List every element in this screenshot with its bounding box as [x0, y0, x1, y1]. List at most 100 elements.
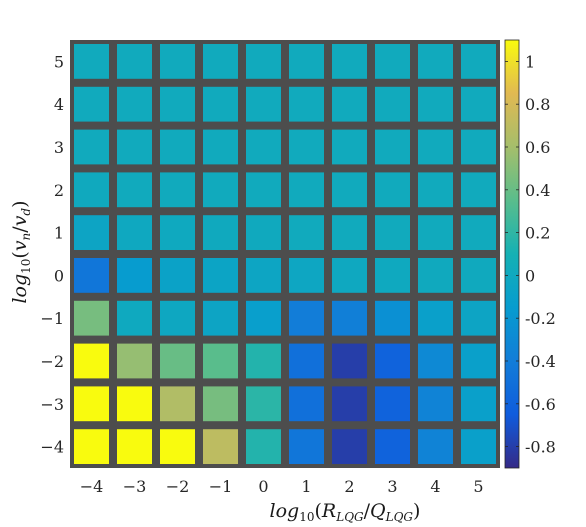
- heatmap-cell: [160, 129, 195, 165]
- heatmap-cell: [461, 300, 496, 336]
- heatmap-cell: [332, 300, 367, 336]
- heatmap-cell: [203, 44, 238, 79]
- heatmap-cell: [203, 129, 238, 165]
- heatmap-cell: [418, 300, 453, 336]
- heatmap-cell: [203, 300, 238, 336]
- heatmap-cell: [160, 86, 195, 122]
- heatmap-cell: [160, 258, 195, 293]
- x-axis-label: log10(RLQG/QLQG): [270, 500, 421, 524]
- heatmap-cell: [74, 258, 109, 293]
- heatmap-cell: [74, 429, 109, 464]
- colorbar-tick-label: -0.2: [525, 309, 556, 328]
- heatmap-cell: [332, 215, 367, 250]
- x-tick-label: 4: [430, 477, 440, 496]
- heatmap-cell: [289, 129, 324, 165]
- heatmap-cell: [461, 215, 496, 250]
- heatmap-cell: [375, 258, 410, 293]
- heatmap-cell: [246, 429, 281, 464]
- heatmap-cell: [332, 258, 367, 293]
- x-tick-label: 2: [344, 477, 354, 496]
- heatmap-cell: [246, 386, 281, 422]
- x-tick-label: −1: [209, 477, 233, 496]
- colorbar-tick-label: 0.6: [525, 138, 550, 157]
- heatmap-cell: [461, 343, 496, 379]
- heatmap-cell: [246, 215, 281, 250]
- heatmap-cell: [246, 300, 281, 336]
- y-tick-label: −2: [40, 352, 64, 371]
- heatmap-cell: [375, 343, 410, 379]
- heatmap-cell: [203, 172, 238, 208]
- heatmap-cell: [418, 44, 453, 79]
- heatmap-cells: [70, 40, 500, 468]
- heatmap-cell: [418, 429, 453, 464]
- colorbar-tick-label: -0.4: [525, 352, 556, 371]
- heatmap-cell: [246, 343, 281, 379]
- heatmap-cell: [203, 386, 238, 422]
- colorbar-tick-label: -0.6: [525, 395, 556, 414]
- x-tick-label: 0: [258, 477, 268, 496]
- heatmap-cell: [332, 129, 367, 165]
- heatmap-cell: [461, 386, 496, 422]
- heatmap-cell: [117, 129, 152, 165]
- heatmap-cell: [418, 343, 453, 379]
- heatmap-cell: [117, 86, 152, 122]
- heatmap-cell: [332, 386, 367, 422]
- heatmap-cell: [418, 172, 453, 208]
- heatmap-cell: [246, 129, 281, 165]
- heatmap-cell: [418, 386, 453, 422]
- x-tick-label: −3: [123, 477, 147, 496]
- colorbar-tick-label: 0.2: [525, 224, 550, 243]
- heatmap-cell: [246, 172, 281, 208]
- heatmap-cell: [203, 258, 238, 293]
- colorbar-tick-label: 0.4: [525, 181, 550, 200]
- heatmap-cell: [289, 44, 324, 79]
- heatmap-cell: [461, 44, 496, 79]
- colorbar-tick-label: 1: [525, 52, 535, 71]
- x-tick-label: 1: [301, 477, 311, 496]
- heatmap-cell: [117, 300, 152, 336]
- heatmap-cell: [246, 44, 281, 79]
- heatmap-cell: [332, 86, 367, 122]
- heatmap-cell: [418, 129, 453, 165]
- y-tick-label: 5: [54, 52, 64, 71]
- colorbar-tick-label: -0.8: [525, 438, 556, 457]
- y-tick-label: −1: [40, 309, 64, 328]
- heatmap-cell: [289, 86, 324, 122]
- heatmap-cell: [160, 386, 195, 422]
- heatmap-cell: [74, 343, 109, 379]
- x-tick-label: 3: [387, 477, 397, 496]
- colorbar-gradient: [504, 39, 520, 469]
- heatmap-cell: [74, 44, 109, 79]
- heatmap-cell: [117, 258, 152, 293]
- heatmap-cell: [160, 429, 195, 464]
- y-tick-label: −4: [40, 438, 64, 457]
- heatmap-cell: [375, 129, 410, 165]
- heatmap-cell: [289, 429, 324, 464]
- heatmap-cell: [375, 300, 410, 336]
- heatmap-cell: [375, 429, 410, 464]
- heatmap-cell: [203, 86, 238, 122]
- heatmap-cell: [74, 215, 109, 250]
- heatmap-cell: [418, 215, 453, 250]
- heatmap-cell: [117, 172, 152, 208]
- heatmap-cell: [117, 386, 152, 422]
- heatmap-cell: [289, 386, 324, 422]
- heatmap-cell: [203, 215, 238, 250]
- heatmap-cell: [375, 172, 410, 208]
- heatmap-cell: [246, 86, 281, 122]
- heatmap-cell: [74, 129, 109, 165]
- heatmap-cell: [289, 343, 324, 379]
- heatmap-cell: [332, 44, 367, 79]
- heatmap-cell: [332, 172, 367, 208]
- colorbar-tick-label: 0: [525, 266, 535, 285]
- heatmap-cell: [160, 44, 195, 79]
- heatmap-cell: [117, 215, 152, 250]
- heatmap-cell: [461, 129, 496, 165]
- heatmap-cell: [461, 172, 496, 208]
- heatmap-cell: [375, 386, 410, 422]
- heatmap-cell: [117, 44, 152, 79]
- y-tick-label: 2: [54, 181, 64, 200]
- colorbar: -0.8 -0.6 -0.4 -0.2 0 0.2 0.4 0.6 0.8 1: [504, 39, 556, 469]
- heatmap-cell: [461, 258, 496, 293]
